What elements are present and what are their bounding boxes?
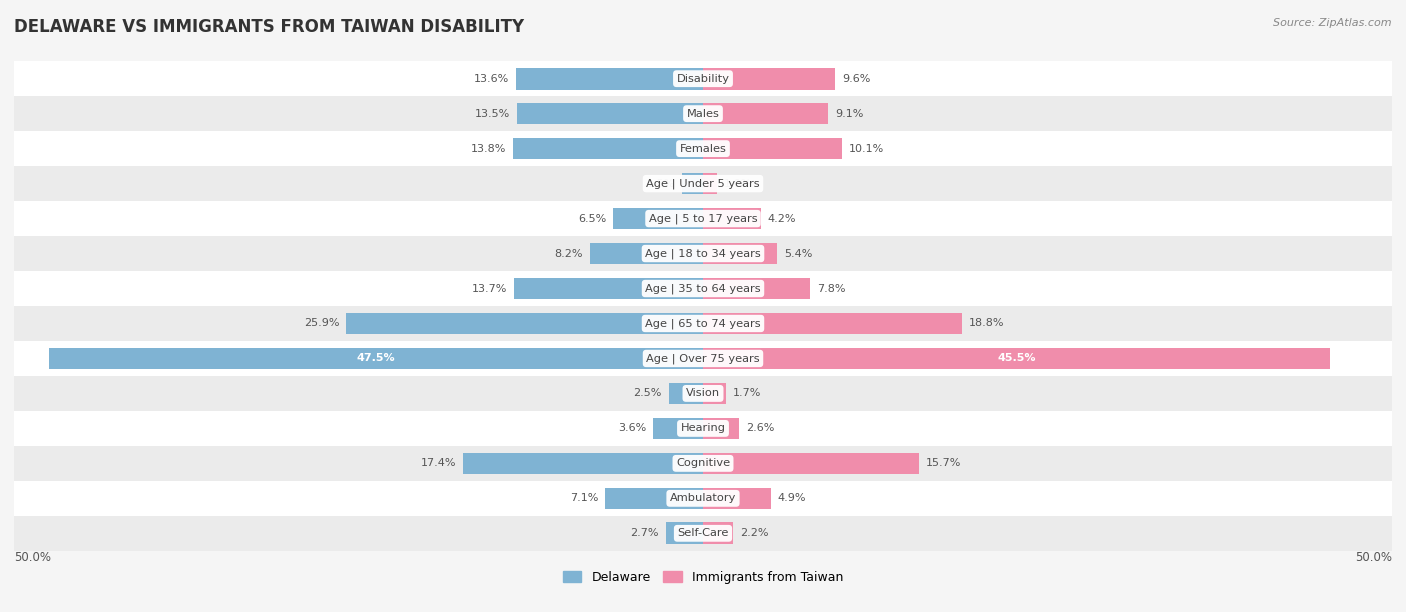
Text: 8.2%: 8.2% xyxy=(554,248,583,258)
Text: 7.8%: 7.8% xyxy=(817,283,846,294)
Bar xyxy=(14,411,1392,446)
Bar xyxy=(346,313,703,334)
Bar xyxy=(703,417,738,439)
Text: Females: Females xyxy=(679,144,727,154)
Text: 18.8%: 18.8% xyxy=(969,318,1004,329)
Bar xyxy=(14,96,1392,131)
Legend: Delaware, Immigrants from Taiwan: Delaware, Immigrants from Taiwan xyxy=(558,565,848,589)
Text: 5.4%: 5.4% xyxy=(785,248,813,258)
Bar xyxy=(14,446,1392,481)
Text: 1.5%: 1.5% xyxy=(647,179,675,188)
Text: 13.7%: 13.7% xyxy=(472,283,508,294)
Text: DELAWARE VS IMMIGRANTS FROM TAIWAN DISABILITY: DELAWARE VS IMMIGRANTS FROM TAIWAN DISAB… xyxy=(14,18,524,36)
Text: 13.6%: 13.6% xyxy=(474,73,509,84)
Text: 3.6%: 3.6% xyxy=(619,424,647,433)
Text: 6.5%: 6.5% xyxy=(578,214,606,223)
Bar xyxy=(14,166,1392,201)
Bar xyxy=(703,452,920,474)
Bar xyxy=(703,313,962,334)
Text: 47.5%: 47.5% xyxy=(357,354,395,364)
Bar xyxy=(14,131,1392,166)
Text: 10.1%: 10.1% xyxy=(849,144,884,154)
Text: 1.7%: 1.7% xyxy=(734,389,762,398)
Bar xyxy=(666,523,703,544)
Text: Disability: Disability xyxy=(676,73,730,84)
Text: Age | 65 to 74 years: Age | 65 to 74 years xyxy=(645,318,761,329)
Text: 50.0%: 50.0% xyxy=(14,551,51,564)
Bar xyxy=(14,481,1392,516)
Text: Hearing: Hearing xyxy=(681,424,725,433)
Text: 13.8%: 13.8% xyxy=(471,144,506,154)
Text: 45.5%: 45.5% xyxy=(997,354,1036,364)
Bar xyxy=(14,306,1392,341)
Bar xyxy=(703,103,828,124)
Text: 4.9%: 4.9% xyxy=(778,493,806,503)
Bar xyxy=(703,243,778,264)
Text: Males: Males xyxy=(686,109,720,119)
Bar xyxy=(516,68,703,89)
Text: 25.9%: 25.9% xyxy=(304,318,339,329)
Bar xyxy=(591,243,703,264)
Bar xyxy=(703,173,717,195)
Text: Source: ZipAtlas.com: Source: ZipAtlas.com xyxy=(1274,18,1392,28)
Text: 4.2%: 4.2% xyxy=(768,214,796,223)
Bar xyxy=(14,271,1392,306)
Text: Age | 35 to 64 years: Age | 35 to 64 years xyxy=(645,283,761,294)
Bar xyxy=(613,207,703,230)
Text: Ambulatory: Ambulatory xyxy=(669,493,737,503)
Text: Self-Care: Self-Care xyxy=(678,528,728,539)
Text: 15.7%: 15.7% xyxy=(927,458,962,468)
Bar xyxy=(703,68,835,89)
Text: Age | Over 75 years: Age | Over 75 years xyxy=(647,353,759,364)
Text: 2.2%: 2.2% xyxy=(740,528,769,539)
Bar xyxy=(703,523,734,544)
Bar xyxy=(703,138,842,160)
Bar xyxy=(703,488,770,509)
Bar xyxy=(703,207,761,230)
Bar xyxy=(14,236,1392,271)
Bar xyxy=(14,376,1392,411)
Text: Cognitive: Cognitive xyxy=(676,458,730,468)
Bar xyxy=(605,488,703,509)
Text: 2.5%: 2.5% xyxy=(633,389,662,398)
Text: 2.7%: 2.7% xyxy=(630,528,659,539)
Bar xyxy=(654,417,703,439)
Bar xyxy=(48,348,703,369)
Text: 1.0%: 1.0% xyxy=(724,179,752,188)
Text: 17.4%: 17.4% xyxy=(420,458,457,468)
Text: 9.6%: 9.6% xyxy=(842,73,870,84)
Bar xyxy=(463,452,703,474)
Text: 9.1%: 9.1% xyxy=(835,109,863,119)
Text: Vision: Vision xyxy=(686,389,720,398)
Text: Age | 5 to 17 years: Age | 5 to 17 years xyxy=(648,214,758,224)
Bar xyxy=(515,278,703,299)
Text: 7.1%: 7.1% xyxy=(569,493,599,503)
Bar xyxy=(14,341,1392,376)
Bar xyxy=(14,61,1392,96)
Text: 13.5%: 13.5% xyxy=(475,109,510,119)
Bar xyxy=(669,382,703,405)
Bar xyxy=(517,103,703,124)
Text: 2.6%: 2.6% xyxy=(745,424,775,433)
Text: 50.0%: 50.0% xyxy=(1355,551,1392,564)
Bar xyxy=(703,382,727,405)
Bar xyxy=(14,516,1392,551)
Bar xyxy=(14,201,1392,236)
Bar xyxy=(703,348,1330,369)
Bar xyxy=(703,278,810,299)
Bar xyxy=(513,138,703,160)
Bar xyxy=(682,173,703,195)
Text: Age | 18 to 34 years: Age | 18 to 34 years xyxy=(645,248,761,259)
Text: Age | Under 5 years: Age | Under 5 years xyxy=(647,178,759,189)
